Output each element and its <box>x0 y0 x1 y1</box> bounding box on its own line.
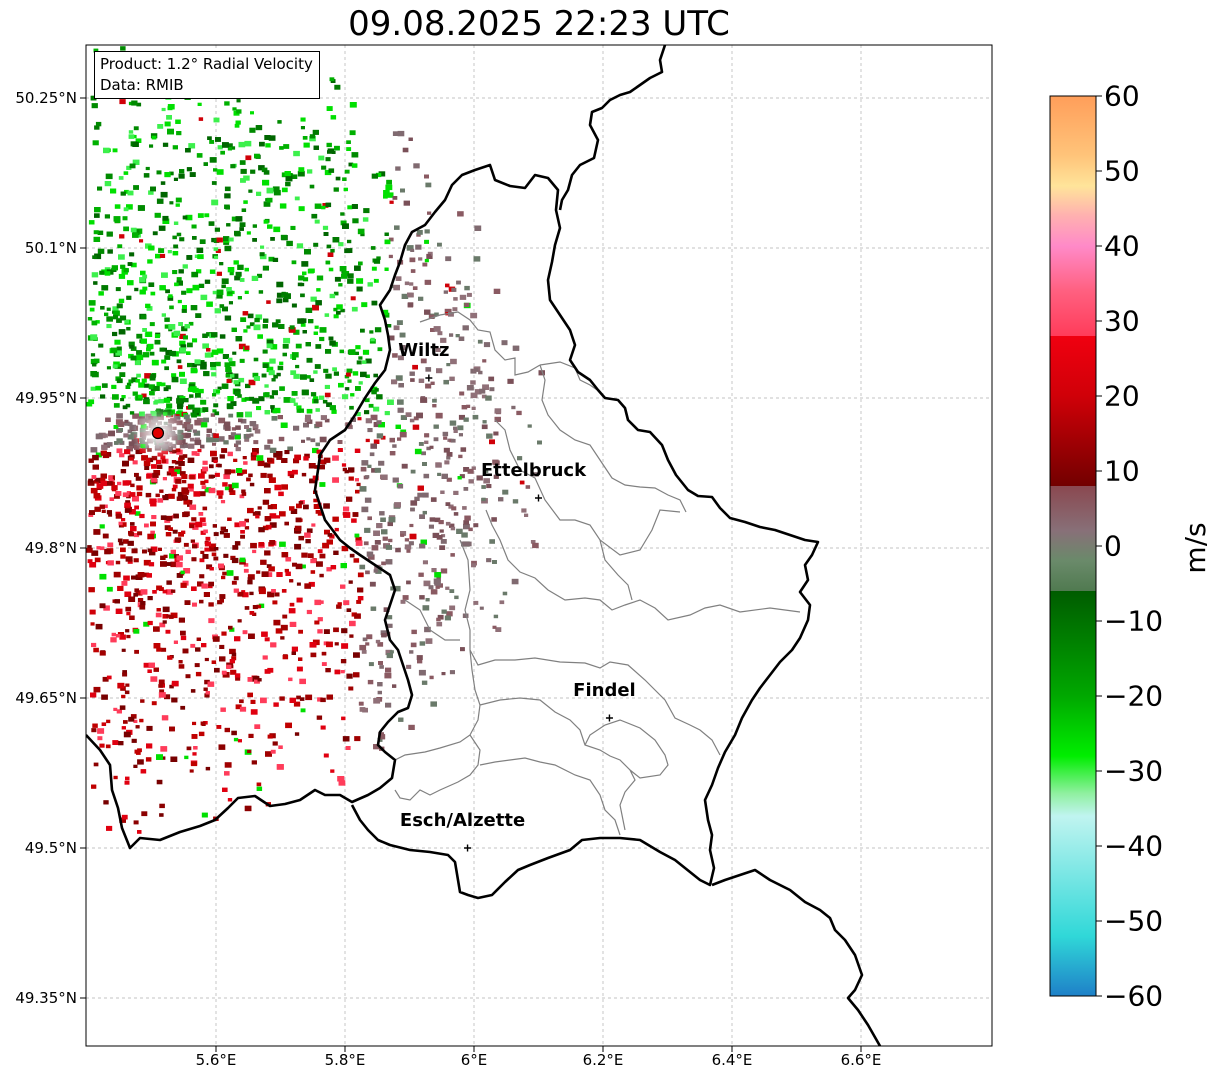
map-title: 09.08.2025 22:23 UTC <box>348 4 730 44</box>
radar-echoes <box>86 46 545 834</box>
colorbar-tick-label: 30 <box>1104 304 1140 338</box>
product-info-box: Product: 1.2° Radial Velocity Data: RMIB <box>94 51 320 99</box>
lat-label: 50.1°N <box>24 239 77 257</box>
graticule <box>86 45 992 1046</box>
colorbar-tick-label: −40 <box>1104 829 1164 863</box>
colorbar-scale <box>1049 95 1097 997</box>
city-marker <box>605 714 613 722</box>
borders <box>86 45 882 1046</box>
lat-label: 49.95°N <box>15 389 77 407</box>
country-border-luxembourg <box>86 163 820 900</box>
map-frame <box>85 44 993 1047</box>
radar-site <box>131 407 184 459</box>
lat-label: 49.65°N <box>15 689 77 707</box>
city-label: Esch/Alzette <box>399 810 526 831</box>
lon-label: 6.4°E <box>711 1051 753 1069</box>
axis-ticks <box>80 97 862 1052</box>
lon-label: 5.6°E <box>195 1051 237 1069</box>
lon-label: 6°E <box>460 1051 488 1069</box>
city-marker <box>535 494 542 502</box>
lat-label: 50.25°N <box>15 89 77 107</box>
colorbar-tick-label: 50 <box>1104 154 1140 188</box>
lat-label: 49.35°N <box>15 989 77 1007</box>
city-label: Findel <box>573 680 636 701</box>
colorbar <box>1049 95 1102 997</box>
colorbar-tick-label: 40 <box>1104 229 1140 263</box>
lon-label: 6.6°E <box>840 1051 882 1069</box>
radar-site-marker <box>151 426 165 440</box>
product-label: Product: 1.2° Radial Velocity <box>100 55 313 73</box>
city-markers <box>425 374 613 852</box>
colorbar-tick-label: −50 <box>1104 904 1164 938</box>
colorbar-tick-label: −60 <box>1104 979 1164 1013</box>
colorbar-tick-label: 10 <box>1104 454 1140 488</box>
colorbar-tick-label: −20 <box>1104 679 1164 713</box>
colorbar-tick-label: 60 <box>1104 79 1140 113</box>
colorbar-tick-label: 0 <box>1104 529 1122 563</box>
lat-label: 49.8°N <box>24 539 77 557</box>
lon-label: 5.8°E <box>324 1051 366 1069</box>
city-label: Ettelbruck <box>480 460 587 481</box>
colorbar-tick-label: −10 <box>1104 604 1164 638</box>
colorbar-ticks <box>1096 95 1102 997</box>
lat-label: 49.5°N <box>24 839 77 857</box>
colorbar-tick-label: 20 <box>1104 379 1140 413</box>
canton-boundaries <box>394 311 801 836</box>
city-marker <box>425 374 433 382</box>
lon-label: 6.2°E <box>582 1051 624 1069</box>
data-source-label: Data: RMIB <box>100 76 184 94</box>
country-border-germany <box>558 45 882 1046</box>
colorbar-unit-label: m/s <box>1179 522 1207 574</box>
city-label: Wiltz <box>398 340 450 361</box>
colorbar-tick-label: −30 <box>1104 754 1164 788</box>
city-marker <box>464 844 472 852</box>
